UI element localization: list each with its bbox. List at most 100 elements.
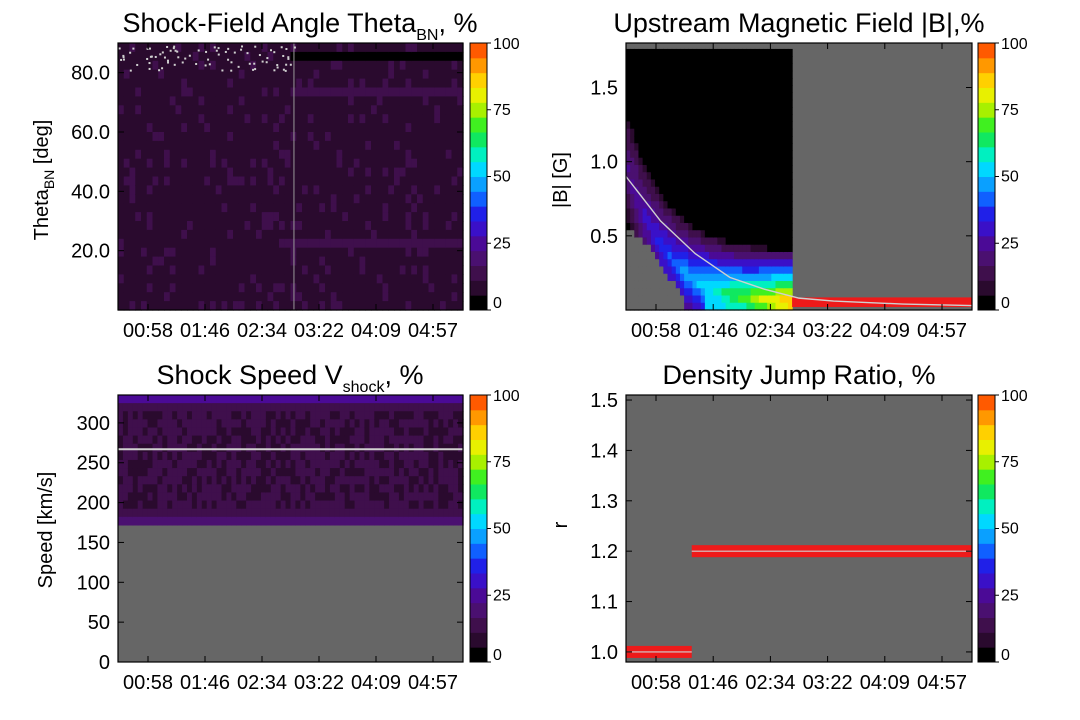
speed-heat-cell xyxy=(315,443,321,453)
bfield-heat-cell xyxy=(646,244,652,253)
bfield-heat-cell xyxy=(642,157,648,166)
speed-ytick-label: 150 xyxy=(77,532,110,554)
bfield-heat-cell xyxy=(679,201,685,210)
speed-heat-cell xyxy=(191,419,198,429)
theta-heat-cell xyxy=(353,105,361,115)
theta-heat-cell xyxy=(342,149,349,160)
theta-heat-cell xyxy=(417,87,424,97)
speed-heat-cell xyxy=(241,443,247,453)
bfield-heat-cell xyxy=(655,70,660,79)
bfield-heat-cell xyxy=(754,121,760,130)
bfield-heat-cell xyxy=(750,208,756,217)
theta-heat-cell xyxy=(135,87,142,97)
theta-heat-cell xyxy=(399,256,407,267)
bfield-heat-cell xyxy=(721,164,727,173)
bfield-heat-cell xyxy=(709,280,714,289)
speed-heat-cell xyxy=(349,419,356,429)
speed-heat-cell xyxy=(300,468,306,477)
theta-heat-cell xyxy=(313,274,320,284)
theta-heat-cell xyxy=(353,43,361,53)
panel-theta: Shock-Field Angle ThetaBN, % 20.040.060.… xyxy=(31,8,520,342)
theta-heat-cell xyxy=(123,221,131,231)
bfield-heat-cell xyxy=(717,99,723,108)
speed-heat-cell xyxy=(191,476,198,485)
bfield-heat-cell xyxy=(742,135,748,144)
theta-heat-cell xyxy=(394,274,401,284)
bfield-heat-cell xyxy=(679,193,685,202)
theta-heat-cell xyxy=(411,292,418,302)
theta-heat-cell xyxy=(187,247,194,258)
theta-heat-cell xyxy=(279,158,286,169)
bfield-heat-cell xyxy=(758,70,764,79)
speed-heat-cell xyxy=(191,411,198,420)
bfield-heat-cell xyxy=(733,63,739,72)
bfield-heat-cell xyxy=(746,99,752,108)
speed-heat-cell xyxy=(187,419,193,429)
speed-heat-cell xyxy=(216,468,223,477)
bfield-heat-cell xyxy=(684,150,689,159)
speed-heat-cell xyxy=(413,459,420,469)
speed-heat-cell xyxy=(196,492,203,502)
theta-heat-cell xyxy=(411,96,418,106)
density-colorbar-cell xyxy=(978,543,995,559)
theta-heat-cell xyxy=(296,247,303,258)
speed-heat-cell xyxy=(325,468,331,477)
theta-heat-cell xyxy=(365,238,372,249)
speed-heat-cell xyxy=(394,516,400,526)
speed-heat-cell xyxy=(206,484,213,494)
speed-heat-cell xyxy=(187,476,193,485)
speed-heat-cell xyxy=(344,395,351,404)
bfield-heat-cell xyxy=(638,266,644,275)
theta-heat-cell xyxy=(158,301,165,311)
bfield-heat-cell xyxy=(663,251,669,260)
bfield-heat-cell xyxy=(742,121,748,130)
theta-heat-cell xyxy=(175,60,182,71)
theta-heat-cell xyxy=(164,60,171,71)
bfield-heat-cell xyxy=(750,164,756,173)
bfield-heat-cell xyxy=(787,164,793,173)
bfield-heat-cell xyxy=(650,121,656,130)
theta-heat-cell xyxy=(284,292,292,302)
theta-heat-cell xyxy=(325,149,332,160)
speed-heat-cell xyxy=(344,443,351,453)
bfield-heat-cell xyxy=(771,201,777,210)
theta-heat-cell xyxy=(187,96,194,106)
bfield-heat-cell xyxy=(721,70,727,79)
speed-heat-cell xyxy=(226,427,232,437)
theta-heat-cell xyxy=(411,265,418,275)
theta-heat-cell xyxy=(359,96,366,106)
bfield-heat-cell xyxy=(713,280,718,289)
theta-heat-cell xyxy=(382,149,389,160)
theta-heat-cell xyxy=(141,167,148,178)
theta-heat-cell xyxy=(365,78,372,89)
bfield-heat-cell xyxy=(692,201,698,210)
bfield-heat-cell xyxy=(679,295,685,304)
bfield-heat-cell xyxy=(675,150,681,159)
theta-heat-cell xyxy=(325,158,332,169)
theta-heat-cell xyxy=(382,43,389,53)
bfield-heat-cell xyxy=(700,302,706,311)
bfield-heat-cell xyxy=(667,215,673,224)
speed-heat-cell xyxy=(334,459,341,469)
bfield-heat-cell xyxy=(783,222,789,231)
speed-heat-cell xyxy=(325,516,331,526)
bfield-heat-cell xyxy=(655,92,660,101)
speed-heat-cell xyxy=(265,500,272,510)
theta-heat-cell xyxy=(451,212,458,222)
theta-heat-cell xyxy=(313,283,320,293)
speed-heat-cell xyxy=(423,451,430,461)
theta-heat-cell xyxy=(238,247,246,258)
theta-heat-cell xyxy=(204,87,211,97)
bfield-heat-cell xyxy=(763,273,768,282)
speed-heat-cell xyxy=(428,508,435,518)
theta-heat-cell xyxy=(388,43,395,53)
speed-heat-cell xyxy=(384,443,390,453)
theta-heat-cell xyxy=(434,212,441,222)
speed-heat-cell xyxy=(167,451,173,461)
theta-heat-cell xyxy=(342,60,349,71)
theta-heat-cell xyxy=(210,167,217,178)
speed-y-axis-label: Speed [km/s] xyxy=(35,472,57,589)
bfield-heat-cell xyxy=(725,251,731,260)
bfield-heat-cell xyxy=(717,172,723,181)
bfield-heat-cell xyxy=(663,172,669,181)
